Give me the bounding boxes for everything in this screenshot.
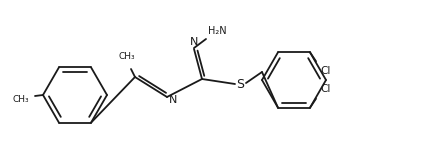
Text: N: N <box>190 37 198 47</box>
Text: Cl: Cl <box>320 66 330 76</box>
Text: CH₃: CH₃ <box>12 95 29 103</box>
Text: N: N <box>169 95 177 105</box>
Text: Cl: Cl <box>320 84 330 94</box>
Text: S: S <box>236 78 244 90</box>
Text: CH₃: CH₃ <box>119 52 135 61</box>
Text: H₂N: H₂N <box>208 26 227 36</box>
